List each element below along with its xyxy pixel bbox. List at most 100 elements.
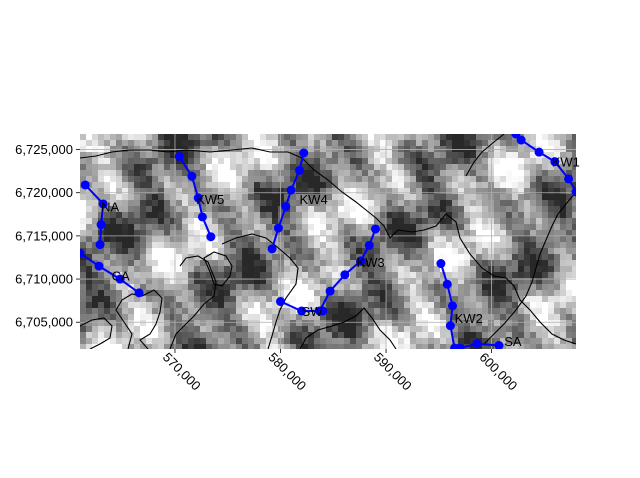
raster-cell	[290, 176, 296, 182]
raster-cell	[164, 206, 170, 212]
raster-cell	[98, 296, 104, 302]
raster-cell	[110, 224, 116, 230]
raster-cell	[392, 224, 398, 230]
raster-cell	[308, 170, 314, 176]
raster-cell	[128, 194, 134, 200]
raster-cell	[320, 140, 326, 146]
transect-point	[299, 148, 309, 158]
raster-cell	[416, 308, 422, 314]
raster-cell	[140, 224, 146, 230]
raster-cell	[164, 242, 170, 248]
raster-cell	[86, 188, 92, 194]
raster-cell	[380, 266, 386, 272]
raster-cell	[170, 254, 176, 260]
raster-cell	[176, 218, 182, 224]
raster-cell	[230, 272, 236, 278]
raster-cell	[464, 188, 470, 194]
raster-cell	[86, 302, 92, 308]
raster-cell	[440, 320, 446, 326]
raster-cell	[560, 272, 566, 278]
raster-cell	[194, 266, 200, 272]
raster-cell	[110, 290, 116, 296]
raster-cell	[80, 134, 86, 140]
raster-cell	[392, 290, 398, 296]
raster-cell	[434, 170, 440, 176]
raster-cell	[542, 164, 548, 170]
raster-cell	[170, 212, 176, 218]
raster-cell	[488, 146, 494, 152]
raster-cell	[134, 332, 140, 338]
raster-cell	[464, 278, 470, 284]
raster-cell	[494, 188, 500, 194]
raster-cell	[314, 290, 320, 296]
raster-cell	[80, 230, 86, 236]
raster-cell	[272, 320, 278, 326]
raster-cell	[566, 296, 572, 302]
raster-cell	[410, 248, 416, 254]
raster-cell	[470, 338, 476, 344]
raster-cell	[560, 224, 566, 230]
raster-cell	[80, 242, 86, 248]
raster-cell	[320, 152, 326, 158]
raster-cell	[470, 326, 476, 332]
raster-cell	[404, 338, 410, 344]
raster-cell	[170, 170, 176, 176]
raster-cell	[230, 278, 236, 284]
raster-cell	[140, 158, 146, 164]
raster-cell	[314, 188, 320, 194]
raster-cell	[350, 266, 356, 272]
raster-cell	[314, 242, 320, 248]
raster-cell	[206, 140, 212, 146]
raster-cell	[176, 284, 182, 290]
raster-cell	[188, 248, 194, 254]
raster-cell	[236, 200, 242, 206]
raster-cell	[284, 254, 290, 260]
raster-cell	[542, 224, 548, 230]
raster-cell	[386, 170, 392, 176]
raster-cell	[542, 260, 548, 266]
raster-cell	[278, 260, 284, 266]
raster-cell	[158, 266, 164, 272]
raster-cell	[140, 326, 146, 332]
raster-cell	[98, 326, 104, 332]
raster-cell	[404, 260, 410, 266]
raster-cell	[416, 224, 422, 230]
raster-cell	[416, 242, 422, 248]
raster-cell	[140, 182, 146, 188]
raster-cell	[452, 200, 458, 206]
raster-cell	[362, 236, 368, 242]
raster-cell	[284, 140, 290, 146]
raster-cell	[116, 176, 122, 182]
raster-cell	[362, 308, 368, 314]
raster-cell	[476, 218, 482, 224]
raster-cell	[296, 344, 302, 349]
raster-cell	[152, 152, 158, 158]
raster-cell	[446, 260, 452, 266]
transect-point	[193, 193, 203, 203]
raster-cell	[146, 314, 152, 320]
raster-cell	[482, 320, 488, 326]
raster-cell	[218, 314, 224, 320]
raster-cell	[458, 230, 464, 236]
raster-cell	[320, 146, 326, 152]
raster-cell	[218, 266, 224, 272]
raster-cell	[170, 290, 176, 296]
raster-cell	[122, 326, 128, 332]
raster-cell	[290, 224, 296, 230]
raster-cell	[152, 266, 158, 272]
raster-cell	[470, 230, 476, 236]
raster-cell	[308, 278, 314, 284]
raster-cell	[170, 260, 176, 266]
transect-point	[370, 224, 380, 234]
raster-cell	[386, 290, 392, 296]
raster-cell	[566, 254, 572, 260]
raster-cell	[176, 338, 182, 344]
raster-cell	[530, 308, 536, 314]
raster-cell	[140, 242, 146, 248]
raster-cell	[272, 284, 278, 290]
raster-cell	[392, 326, 398, 332]
raster-cell	[266, 290, 272, 296]
raster-cell	[254, 134, 260, 140]
raster-cell	[206, 338, 212, 344]
raster-cell	[170, 188, 176, 194]
